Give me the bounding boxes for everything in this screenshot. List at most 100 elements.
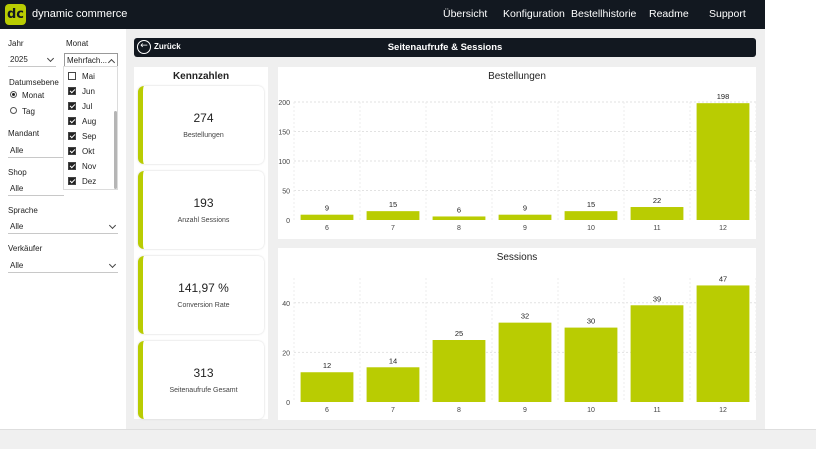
checkbox-unchecked-icon[interactable] xyxy=(68,72,76,80)
kpi-card-conversion-rate: 141,97 % Conversion Rate xyxy=(138,256,264,334)
data-label: 25 xyxy=(455,329,463,338)
x-tick-label: 6 xyxy=(325,407,329,414)
month-option-label: Nov xyxy=(82,162,97,171)
sessions-bar-chart: 0 20 40 12 6 14 7 25 8 32 9 30 10 39 11 47 12 xyxy=(282,274,756,414)
dropdown-scrollbar[interactable] xyxy=(114,111,117,189)
checkbox-checked-icon[interactable] xyxy=(68,132,76,140)
x-tick-label: 6 xyxy=(325,225,329,232)
data-label: 198 xyxy=(717,92,730,101)
checkbox-checked-icon[interactable] xyxy=(68,117,76,125)
data-label: 6 xyxy=(457,205,461,214)
nav-readme[interactable]: Readme xyxy=(649,8,689,20)
radio-monat[interactable] xyxy=(10,91,17,98)
shop-value: Alle xyxy=(10,184,24,193)
mandant-dropdown[interactable]: Alle xyxy=(8,144,64,158)
chart-title: Bestellungen xyxy=(488,71,546,82)
mandant-label: Mandant xyxy=(8,129,40,138)
bestellungen-bar-chart: 0 50 100 150 200 9 6 15 7 6 8 9 9 15 10 22 11 198 12 xyxy=(278,92,756,232)
data-label: 30 xyxy=(587,317,595,326)
jahr-dropdown[interactable]: 2025 xyxy=(8,53,56,67)
bar[interactable] xyxy=(498,322,552,402)
top-navigation-bar: dc dynamic commerce Übersicht Konfigurat… xyxy=(0,0,765,29)
kpi-value: 193 xyxy=(193,196,214,210)
month-option-label: Mai xyxy=(82,72,95,81)
data-label: 22 xyxy=(653,196,661,205)
shop-label: Shop xyxy=(8,168,27,177)
sprache-dropdown[interactable]: Alle xyxy=(8,220,118,234)
verkaeufer-value: Alle xyxy=(10,261,24,270)
monat-value: Mehrfach... xyxy=(67,56,108,65)
month-option-label: Jul xyxy=(82,102,93,111)
kpi-card-sessions: 193 Anzahl Sessions xyxy=(138,171,264,249)
checkbox-checked-icon[interactable] xyxy=(68,177,76,185)
radio-tag[interactable] xyxy=(10,107,17,114)
x-tick-label: 8 xyxy=(457,225,461,232)
data-label: 15 xyxy=(389,200,397,209)
shop-dropdown[interactable]: Alle xyxy=(8,182,64,196)
month-option-label: Aug xyxy=(82,117,97,126)
data-label: 12 xyxy=(323,361,331,370)
bar[interactable] xyxy=(564,327,618,402)
bar[interactable] xyxy=(366,211,420,220)
data-label: 47 xyxy=(719,274,727,283)
app-name: dynamic commerce xyxy=(32,8,128,20)
x-tick-label: 7 xyxy=(391,225,395,232)
month-option-label: Okt xyxy=(82,147,95,156)
top-right-blank xyxy=(765,0,816,29)
chart-title: Sessions xyxy=(496,252,538,263)
nav-bestellhistorie[interactable]: Bestellhistorie xyxy=(571,8,637,20)
nav-support[interactable]: Support xyxy=(709,8,746,20)
kpi-card-bestellungen: 274 Bestellungen xyxy=(138,86,264,164)
monat-dropdown[interactable]: Mehrfach... xyxy=(64,53,118,67)
kpi-card-seitenaufrufe: 313 Seitenaufrufe Gesamt xyxy=(138,341,264,419)
month-option-label: Sep xyxy=(82,132,97,141)
bar[interactable] xyxy=(432,216,486,220)
checkbox-checked-icon[interactable] xyxy=(68,87,76,95)
bottom-status-bar xyxy=(0,429,816,449)
nav-konfiguration[interactable]: Konfiguration xyxy=(503,8,565,20)
bar[interactable] xyxy=(366,367,420,402)
x-tick-label: 10 xyxy=(587,407,595,414)
kpi-value: 141,97 % xyxy=(178,281,229,295)
bar[interactable] xyxy=(564,211,618,220)
x-tick-label: 8 xyxy=(457,407,461,414)
y-tick-label: 40 xyxy=(282,301,290,308)
sprache-label: Sprache xyxy=(8,206,38,215)
bar[interactable] xyxy=(300,214,354,220)
bar[interactable] xyxy=(300,372,354,402)
bar[interactable] xyxy=(630,207,684,220)
kpi-label: Bestellungen xyxy=(183,132,224,139)
x-tick-label: 7 xyxy=(391,407,395,414)
data-label: 32 xyxy=(521,312,529,321)
kpi-value: 274 xyxy=(193,111,214,125)
y-tick-label: 0 xyxy=(286,218,290,225)
bestellungen-chart-panel: Bestellungen 0 50 100 150 200 9 6 15 7 6 8 9 9 15 10 22… xyxy=(278,67,756,239)
back-arrow-icon[interactable]: ← xyxy=(137,40,151,54)
kpi-panel-title: Kennzahlen xyxy=(172,71,230,82)
kpi-value: 313 xyxy=(193,366,214,380)
nav-uebersicht[interactable]: Übersicht xyxy=(443,8,488,20)
checkbox-checked-icon[interactable] xyxy=(68,102,76,110)
data-label: 15 xyxy=(587,200,595,209)
bar[interactable] xyxy=(498,214,552,220)
checkbox-checked-icon[interactable] xyxy=(68,162,76,170)
sessions-chart-panel: Sessions 0 20 40 12 6 14 7 25 8 32 9 30 10 39 11 47 12 xyxy=(278,248,756,420)
checkbox-checked-icon[interactable] xyxy=(68,147,76,155)
chevron-down-icon xyxy=(108,260,117,269)
bar[interactable] xyxy=(432,340,486,402)
jahr-label: Jahr xyxy=(8,39,24,48)
jahr-value: 2025 xyxy=(10,55,28,64)
verkaeufer-dropdown[interactable]: Alle xyxy=(8,259,118,273)
data-label: 9 xyxy=(523,204,527,213)
back-button[interactable]: Zurück xyxy=(154,42,181,51)
month-option-label: Jun xyxy=(82,87,95,96)
y-tick-label: 150 xyxy=(278,130,290,137)
x-tick-label: 10 xyxy=(587,225,595,232)
bar[interactable] xyxy=(630,305,684,402)
bar[interactable] xyxy=(696,285,750,402)
monat-dropdown-list: Mai Jun Jul Aug Sep Okt Nov Dez xyxy=(63,66,118,190)
kpi-label: Conversion Rate xyxy=(177,302,230,309)
chevron-up-icon xyxy=(107,58,116,67)
bar[interactable] xyxy=(696,103,750,220)
sprache-value: Alle xyxy=(10,222,24,231)
